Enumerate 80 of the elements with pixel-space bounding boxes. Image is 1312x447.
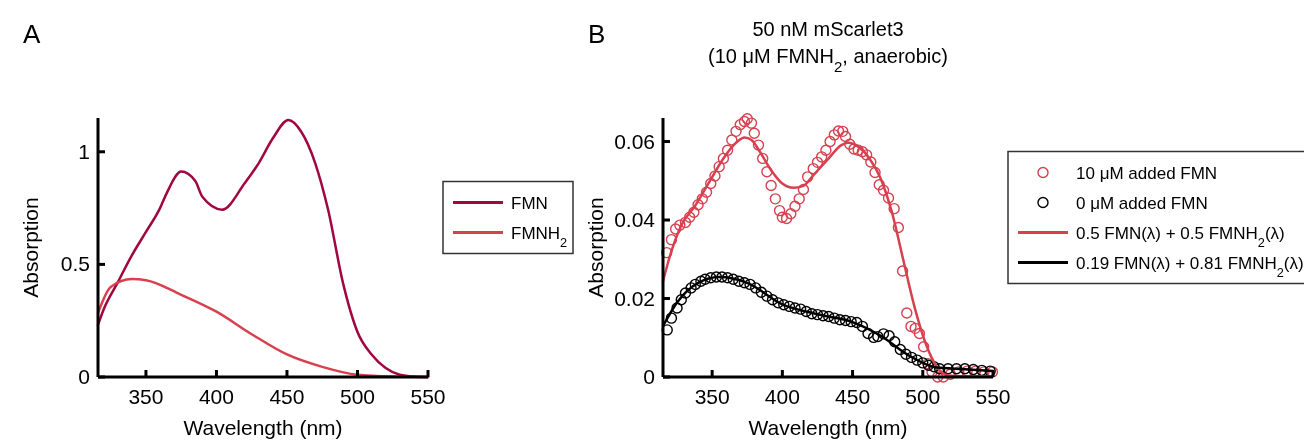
point: [789, 302, 801, 314]
point: [721, 272, 734, 284]
point: [705, 272, 717, 284]
point: [695, 275, 707, 287]
point: [744, 278, 756, 291]
point: [877, 328, 890, 340]
point: [733, 275, 745, 287]
point: [862, 327, 874, 340]
x-tick-label: 500: [905, 385, 941, 408]
point: [766, 293, 779, 306]
point: [928, 361, 940, 373]
x-tick-label: 500: [339, 385, 376, 408]
y-tick-label: 0: [78, 365, 90, 388]
point: [917, 357, 929, 369]
point: [942, 363, 954, 375]
x-axis-title: Wavelength (nm): [748, 416, 908, 439]
y-axis-title: Absorption: [19, 197, 42, 298]
chart-title: 50 nM mScarlet3 (10 μM FMNH$_{2}$, anaerobic): [708, 18, 948, 75]
point: [679, 287, 692, 299]
point: [817, 310, 829, 322]
point: [689, 278, 701, 291]
text: A: [23, 19, 41, 49]
point: [905, 351, 918, 364]
point: [710, 271, 723, 283]
point: [900, 348, 912, 360]
y-tick-label: 0: [643, 365, 655, 388]
point: [867, 331, 880, 344]
y-tick-label: 0.02: [614, 286, 655, 310]
y-axis-title: Absorption: [584, 197, 607, 298]
point: [749, 282, 762, 294]
point: [851, 316, 863, 329]
x-tick-label: 350: [128, 385, 164, 408]
point: [845, 315, 857, 328]
point: [894, 343, 907, 356]
point: [675, 293, 687, 306]
point: [727, 273, 739, 285]
point: [699, 273, 711, 285]
x-tick-label: 550: [975, 385, 1011, 408]
point: [685, 282, 697, 294]
point: [716, 271, 728, 283]
point: [823, 310, 835, 323]
point: [834, 314, 846, 326]
point: [738, 277, 751, 289]
y-tick-label: 0.04: [614, 208, 656, 232]
point: [883, 330, 895, 342]
x-axis-title: Wavelength (nm): [183, 416, 343, 439]
y-tick-label: 1: [78, 139, 90, 163]
y-tick-label: 0.5: [60, 252, 90, 276]
x-tick-label: 450: [269, 385, 305, 408]
x-tick-label: 400: [764, 385, 800, 408]
x-tick-label: 400: [198, 385, 234, 408]
x-tick-label: 550: [410, 385, 446, 408]
point: [839, 314, 852, 327]
point: [671, 302, 683, 314]
legend-label: 0.5 FMN(λ) + 0.5 FMNH$_{2}$(λ): [1076, 223, 1285, 249]
point: [783, 300, 796, 313]
legend-label: FMN: [511, 193, 548, 213]
point: [828, 312, 841, 324]
point: [772, 297, 784, 309]
point: [761, 290, 773, 302]
point: [811, 308, 824, 321]
point: [800, 305, 812, 318]
point: [911, 354, 923, 366]
legend-label: 10 μM added FMN: [1076, 163, 1218, 183]
legend-label: 0.19 FMN(λ) + 0.81 FMNH$_{2}$(λ): [1076, 253, 1304, 279]
point: [856, 320, 869, 333]
point: [889, 335, 901, 348]
point: [794, 303, 807, 315]
point: [872, 330, 884, 343]
y-tick-label: 0.06: [614, 129, 655, 153]
x-tick-label: 450: [835, 385, 871, 408]
point: [778, 299, 790, 311]
x-tick-label: 350: [694, 385, 730, 408]
point: [665, 312, 678, 324]
text: B: [588, 19, 606, 49]
legend-label: FMNH$_{2}$: [511, 223, 568, 249]
legend-label: 0 μM added FMN: [1076, 193, 1208, 213]
point: [755, 286, 767, 298]
point: [933, 363, 946, 375]
point: [806, 308, 818, 320]
